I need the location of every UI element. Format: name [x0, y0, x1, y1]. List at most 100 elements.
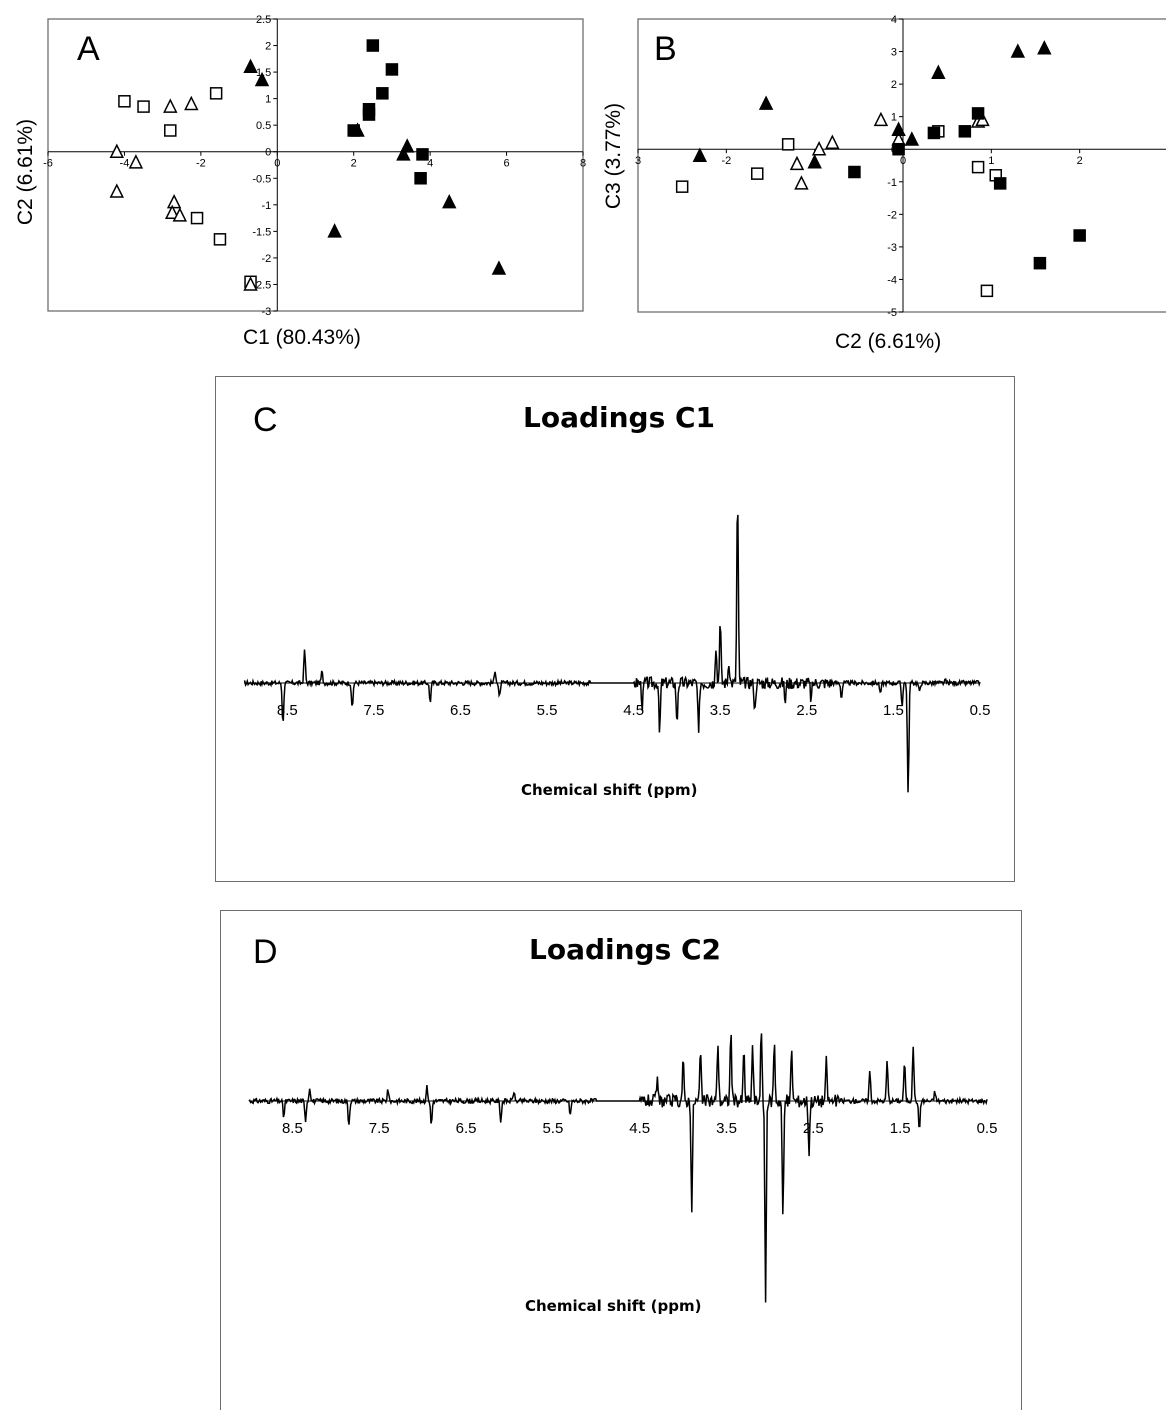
- y-tick-label: -2.5: [252, 279, 271, 291]
- panel-d: 8.5 7.5 6.5 5.5 4.5 3.5 2.5 1.5 0.5 D Loadings C…: [220, 910, 1022, 1410]
- filled-triangle-point: [254, 71, 270, 87]
- filled-square-point: [376, 87, 389, 100]
- filled-square-point: [892, 142, 905, 156]
- open-square-point: [675, 180, 689, 193]
- filled-square-point: [927, 126, 941, 140]
- open-square-point: [751, 167, 764, 180]
- x-axis-title-c: Chemical shift (ppm): [521, 781, 698, 799]
- y-tick-label: 3: [891, 47, 897, 59]
- y-tick-label: -4: [887, 274, 897, 286]
- loadings-line: [243, 514, 981, 793]
- x-tick-label: 1: [988, 155, 994, 167]
- x-axis-title-b: C2 (6.61%): [835, 330, 942, 353]
- panel-c: 8.5 7.5 6.5 5.5 4.5 3.5 2.5 1.5 0.5 C Loadings C…: [215, 376, 1015, 882]
- panel-b: 3-2101243210-1-2-3-4-5 B C2 (6.61%) C3 (…: [590, 0, 1166, 360]
- y-tick-label: 2: [265, 41, 271, 53]
- open-triangle-point: [166, 193, 182, 209]
- y-tick-label: -1: [262, 200, 272, 212]
- filled-triangle-point: [807, 154, 822, 169]
- x-tick-label: 0: [900, 155, 906, 167]
- filled-square-point: [362, 108, 376, 121]
- y-tick-label: 1: [265, 94, 271, 106]
- x-tick-label: 2: [1077, 155, 1083, 167]
- plot-area: [47, 18, 584, 312]
- y-axis-title-b: C3 (3.77%): [602, 102, 625, 210]
- y-tick-label: -1.5: [252, 226, 271, 238]
- y-tick-label: -2: [262, 253, 272, 265]
- scatter-plot-a: -6 -4 -2 0 2 4 6 82.521.510.50-0.5-1-1.5-2-2.5-…: [43, 14, 586, 318]
- open-triangle-point: [172, 207, 188, 222]
- x-tick-label: -2: [196, 158, 206, 170]
- open-square-point: [190, 211, 204, 225]
- y-tick-label: 4: [891, 14, 897, 26]
- panel-letter-d: D: [253, 933, 278, 971]
- chart-title-c: Loadings C1: [523, 401, 716, 434]
- x-tick-label: 8.5: [277, 702, 298, 719]
- filled-square-point: [385, 63, 399, 76]
- x-tick-label: 5.5: [542, 1120, 563, 1137]
- open-triangle-point: [243, 276, 258, 291]
- x-tick-label: 4.5: [623, 702, 644, 719]
- filled-square-point: [971, 107, 985, 120]
- x-tick-label: 1.5: [890, 1120, 911, 1137]
- open-square-point: [164, 124, 177, 137]
- x-axis-title-d: Chemical shift (ppm): [525, 1297, 702, 1315]
- x-tick-label: 2: [351, 158, 357, 170]
- x-tick-label: 4.5: [629, 1120, 650, 1137]
- filled-square-point: [416, 148, 429, 161]
- panel-letter-c: C: [253, 401, 278, 439]
- panel-a: -6 -4 -2 0 2 4 6 8 2.5 2 1.5 1 0.5 0 -0.5 -1 -1.5 -2 -2.5-…: [0, 0, 590, 360]
- filled-triangle-point: [1037, 40, 1052, 55]
- x-tick-label: 5.5: [537, 702, 558, 719]
- y-tick-label: 1.5: [256, 67, 271, 79]
- open-triangle-point: [109, 183, 124, 198]
- y-tick-label: 0: [265, 147, 271, 159]
- x-tick-label: 8.5: [282, 1120, 303, 1137]
- x-tick-label: 7.5: [363, 702, 384, 719]
- x-tick-label: -6: [43, 158, 53, 170]
- open-triangle-point: [789, 155, 805, 171]
- x-tick-label: 0.5: [970, 702, 991, 719]
- y-tick-label: -3: [887, 242, 897, 254]
- open-triangle-point: [825, 134, 840, 149]
- x-tick-label: 0: [274, 158, 280, 170]
- panel-letter-a: A: [77, 30, 100, 68]
- filled-triangle-point: [692, 147, 708, 162]
- open-square-point: [137, 100, 150, 113]
- filled-square-point: [1033, 256, 1047, 270]
- y-tick-label: -3: [262, 306, 272, 318]
- panel-letter-b: B: [654, 30, 677, 68]
- y-tick-label: -2: [887, 209, 897, 221]
- x-tick-label: 4: [427, 158, 433, 170]
- open-triangle-point: [109, 143, 124, 158]
- open-triangle-point: [184, 95, 199, 111]
- x-tick-label: 1.5: [883, 702, 904, 719]
- open-square-point: [971, 160, 985, 174]
- loadings-plot-c: 8.5 7.5 6.5 5.5 4.5 3.5 2.5 1.5 0.5: [243, 514, 991, 793]
- x-tick-label: 2.5: [803, 1120, 824, 1137]
- open-square-point: [781, 138, 795, 151]
- open-triangle-point: [164, 204, 180, 220]
- y-tick-label: -5: [887, 307, 897, 319]
- x-tick-label: 3.5: [710, 702, 731, 719]
- filled-square-point: [993, 177, 1007, 190]
- open-triangle-point: [873, 111, 889, 127]
- x-tick-label: 7.5: [369, 1120, 390, 1137]
- y-axis-title-a: C2 (6.61%): [14, 118, 37, 226]
- open-square-point: [209, 87, 223, 100]
- open-triangle-point: [163, 98, 178, 113]
- y-tick-label: 2.5: [256, 14, 271, 26]
- x-tick-label: 0.5: [977, 1120, 998, 1137]
- y-tick-label: 0.5: [256, 120, 271, 132]
- x-tick-label: 6.5: [456, 1120, 477, 1137]
- filled-triangle-point: [396, 146, 411, 161]
- filled-triangle-point: [327, 223, 342, 238]
- filled-square-point: [848, 165, 861, 179]
- y-tick-label: -0.5: [252, 173, 271, 185]
- x-tick-label: 8: [580, 158, 586, 170]
- open-triangle-point: [811, 141, 827, 156]
- open-square-point: [980, 284, 994, 298]
- loadings-line: [248, 1033, 988, 1303]
- filled-triangle-point: [904, 131, 920, 146]
- scatter-plot-b: 3-2101243210-1-2-3-4-5: [635, 14, 1166, 319]
